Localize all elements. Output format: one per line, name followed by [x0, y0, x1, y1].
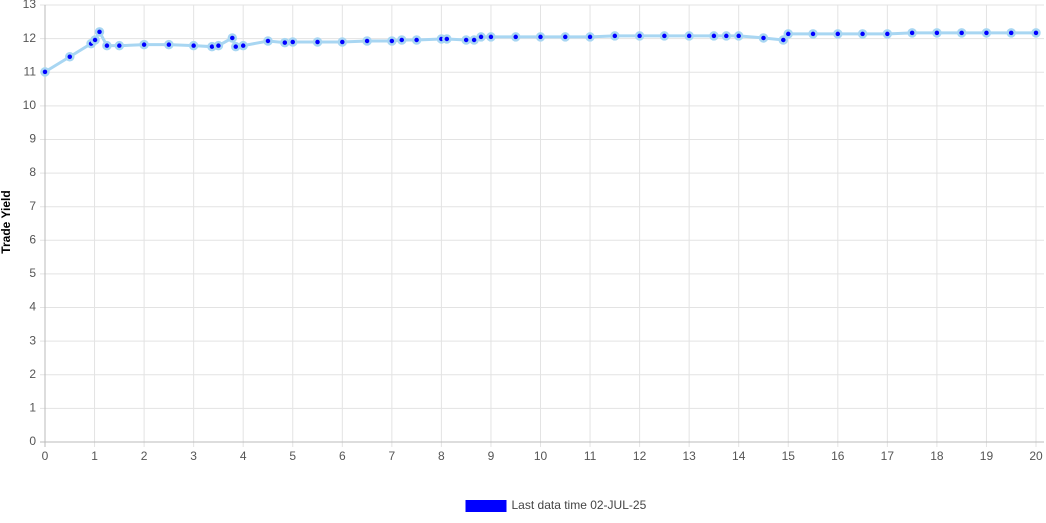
y-tick-label: 2 [29, 367, 36, 381]
y-tick-label: 4 [29, 300, 36, 314]
data-point [535, 32, 546, 42]
x-tick-label: 19 [980, 449, 994, 463]
x-tick-label: 5 [289, 449, 296, 463]
data-point [90, 35, 100, 45]
x-tick-label: 6 [339, 449, 346, 463]
data-point [476, 32, 486, 42]
data-point [65, 52, 75, 62]
data-point [610, 31, 620, 41]
data-point [362, 36, 372, 46]
y-tick-label: 13 [23, 0, 37, 11]
data-point [263, 36, 273, 46]
data-point [721, 31, 732, 41]
data-point [882, 29, 893, 39]
data-point [139, 39, 149, 50]
data-point [411, 35, 422, 45]
x-tick-label: 1 [91, 449, 98, 463]
x-tick-label: 18 [930, 449, 944, 463]
y-tick-label: 6 [29, 232, 36, 246]
data-point [833, 29, 843, 39]
data-point [387, 36, 397, 46]
data-point [659, 31, 670, 41]
data-point [397, 35, 407, 45]
x-tick-label: 20 [1029, 449, 1043, 463]
data-point [114, 40, 125, 51]
x-tick-label: 4 [240, 449, 247, 463]
data-point [684, 31, 694, 41]
y-tick-label: 5 [29, 266, 36, 280]
x-tick-label: 8 [438, 449, 445, 463]
x-tick-label: 2 [141, 449, 148, 463]
y-tick-label: 11 [24, 64, 37, 78]
data-point [238, 40, 248, 51]
data-point [783, 29, 793, 39]
y-tick-label: 8 [29, 165, 36, 179]
data-point [510, 32, 521, 42]
data-point [164, 39, 174, 50]
x-tick-label: 0 [42, 449, 49, 463]
x-tick-label: 9 [488, 449, 495, 463]
data-point [1006, 28, 1016, 38]
x-tick-label: 13 [682, 449, 696, 463]
data-point [857, 29, 868, 39]
data-point [231, 41, 241, 52]
data-point [102, 40, 112, 51]
y-tick-label: 3 [29, 333, 36, 347]
x-tick-label: 17 [881, 449, 895, 463]
data-point [956, 28, 967, 38]
data-point [1031, 28, 1041, 38]
data-point [932, 28, 942, 38]
legend-label: Last data time 02-JUL-25 [512, 498, 647, 512]
data-point [560, 32, 571, 42]
x-tick-label: 14 [732, 449, 746, 463]
data-point [758, 33, 769, 43]
data-point [227, 33, 238, 43]
data-point [442, 34, 452, 44]
x-tick-label: 15 [782, 449, 796, 463]
x-tick-label: 12 [633, 449, 647, 463]
y-tick-label: 0 [29, 434, 36, 448]
data-point [337, 37, 348, 47]
data-point [40, 67, 50, 77]
data-point [907, 28, 917, 38]
data-point [709, 31, 719, 41]
data-point [312, 37, 323, 47]
y-tick-label: 10 [23, 98, 37, 112]
data-point [94, 27, 105, 37]
y-axis-label: Trade Yield [0, 190, 13, 253]
y-tick-label: 9 [29, 132, 36, 146]
data-point [486, 32, 496, 42]
data-point [634, 31, 645, 41]
data-point [981, 28, 992, 38]
data-point [288, 37, 298, 47]
x-tick-label: 3 [190, 449, 197, 463]
x-tick-label: 16 [831, 449, 845, 463]
y-tick-label: 1 [29, 401, 36, 415]
data-point [213, 40, 224, 51]
x-tick-label: 10 [534, 449, 548, 463]
data-point [778, 35, 789, 45]
x-tick-label: 11 [584, 449, 597, 463]
data-point [461, 35, 471, 45]
x-tick-label: 7 [389, 449, 396, 463]
y-tick-label: 12 [23, 31, 37, 45]
data-point [188, 40, 199, 51]
legend-swatch [465, 500, 507, 512]
data-point [808, 29, 818, 39]
y-tick-label: 7 [29, 199, 36, 213]
data-point [280, 37, 290, 48]
data-point [733, 31, 744, 41]
data-point [585, 32, 595, 42]
